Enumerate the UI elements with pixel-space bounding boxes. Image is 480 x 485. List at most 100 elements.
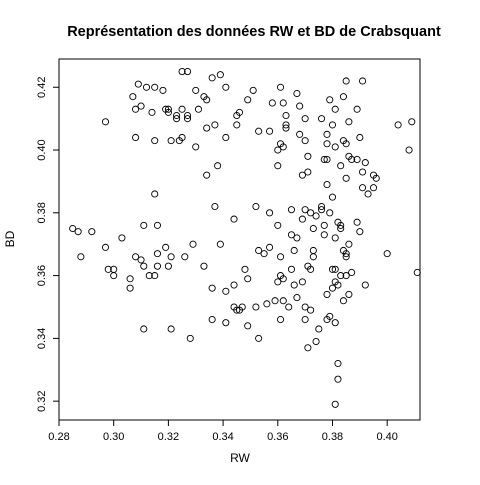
y-tick-label: 0.34 xyxy=(36,328,48,349)
data-point xyxy=(140,262,148,270)
data-point xyxy=(342,253,350,261)
data-point xyxy=(244,322,252,330)
x-axis: 0.28 0.30 0.32 0.34 0.36 0.38 0.40 xyxy=(48,420,398,443)
data-point xyxy=(183,111,192,120)
data-point xyxy=(328,121,337,129)
data-point xyxy=(339,297,347,305)
data-point xyxy=(304,344,312,352)
data-point xyxy=(183,115,192,123)
data-point xyxy=(110,265,118,273)
data-point xyxy=(279,297,287,305)
data-point xyxy=(208,74,216,82)
data-point xyxy=(203,171,211,179)
data-point xyxy=(178,133,186,142)
data-point xyxy=(151,137,159,145)
data-point xyxy=(69,224,77,233)
data-point xyxy=(301,206,309,214)
data-point xyxy=(164,108,172,116)
data-point xyxy=(183,68,192,76)
data-point xyxy=(342,174,350,182)
data-point xyxy=(132,133,140,142)
data-point xyxy=(369,184,378,192)
data-point xyxy=(244,96,252,104)
data-point xyxy=(104,265,112,273)
data-point xyxy=(260,250,268,258)
data-point xyxy=(408,118,416,126)
chart-title: Représentation des données RW et BD de C… xyxy=(67,24,441,40)
data-point xyxy=(126,275,134,283)
data-point xyxy=(331,319,339,327)
data-point xyxy=(304,168,312,176)
data-point xyxy=(164,105,172,113)
x-tick-label: 0.28 xyxy=(48,431,69,443)
data-point xyxy=(230,215,238,223)
data-point xyxy=(151,83,159,91)
data-point xyxy=(282,124,290,132)
data-point xyxy=(101,243,110,251)
data-point xyxy=(364,190,372,198)
data-point xyxy=(110,272,118,280)
data-point xyxy=(211,121,219,129)
data-point xyxy=(137,256,145,264)
data-point xyxy=(287,231,296,239)
data-point xyxy=(162,243,170,251)
data-point xyxy=(222,319,230,327)
data-point xyxy=(137,102,145,110)
data-point xyxy=(296,102,304,110)
data-point xyxy=(200,262,208,270)
data-point xyxy=(274,278,282,286)
data-point xyxy=(167,325,175,333)
data-point xyxy=(345,152,353,160)
data-point xyxy=(301,137,309,145)
x-tick-label: 0.32 xyxy=(158,431,179,443)
data-point xyxy=(317,115,326,123)
data-point xyxy=(77,253,85,261)
data-point xyxy=(320,231,328,239)
data-point xyxy=(342,140,350,148)
data-point xyxy=(323,140,331,148)
data-point xyxy=(353,105,361,113)
data-point xyxy=(293,89,301,98)
data-point xyxy=(331,234,339,242)
data-point xyxy=(230,281,238,289)
data-point xyxy=(145,272,153,280)
data-point xyxy=(252,303,260,311)
data-point xyxy=(282,111,290,120)
data-point xyxy=(337,224,345,233)
data-point xyxy=(323,155,331,164)
data-point xyxy=(208,315,216,324)
data-point xyxy=(312,212,320,220)
data-point xyxy=(151,190,159,198)
data-point xyxy=(298,215,306,223)
data-point xyxy=(126,284,134,292)
data-point xyxy=(167,253,175,261)
y-axis: 0.32 0.34 0.36 0.38 0.40 0.42 xyxy=(36,77,59,412)
data-point xyxy=(309,253,317,261)
data-point xyxy=(208,284,216,292)
data-point xyxy=(216,71,224,79)
data-point xyxy=(159,86,167,94)
data-point xyxy=(298,171,306,179)
data-point xyxy=(203,96,211,104)
data-point xyxy=(181,253,189,261)
data-point xyxy=(301,115,309,123)
y-tick-label: 0.32 xyxy=(36,390,48,411)
data-point xyxy=(312,337,320,346)
data-point xyxy=(328,193,337,201)
data-point xyxy=(167,137,175,145)
data-point xyxy=(178,105,186,113)
data-point xyxy=(356,228,364,236)
data-point xyxy=(290,281,298,289)
data-point xyxy=(140,221,148,229)
data-point xyxy=(279,143,287,151)
data-point xyxy=(88,228,96,236)
data-point xyxy=(276,253,285,261)
data-point xyxy=(359,77,367,85)
data-point xyxy=(233,306,241,314)
data-point xyxy=(290,246,298,255)
data-points xyxy=(69,68,421,408)
data-point xyxy=(323,130,331,138)
data-point xyxy=(337,162,345,170)
data-point xyxy=(328,265,337,273)
